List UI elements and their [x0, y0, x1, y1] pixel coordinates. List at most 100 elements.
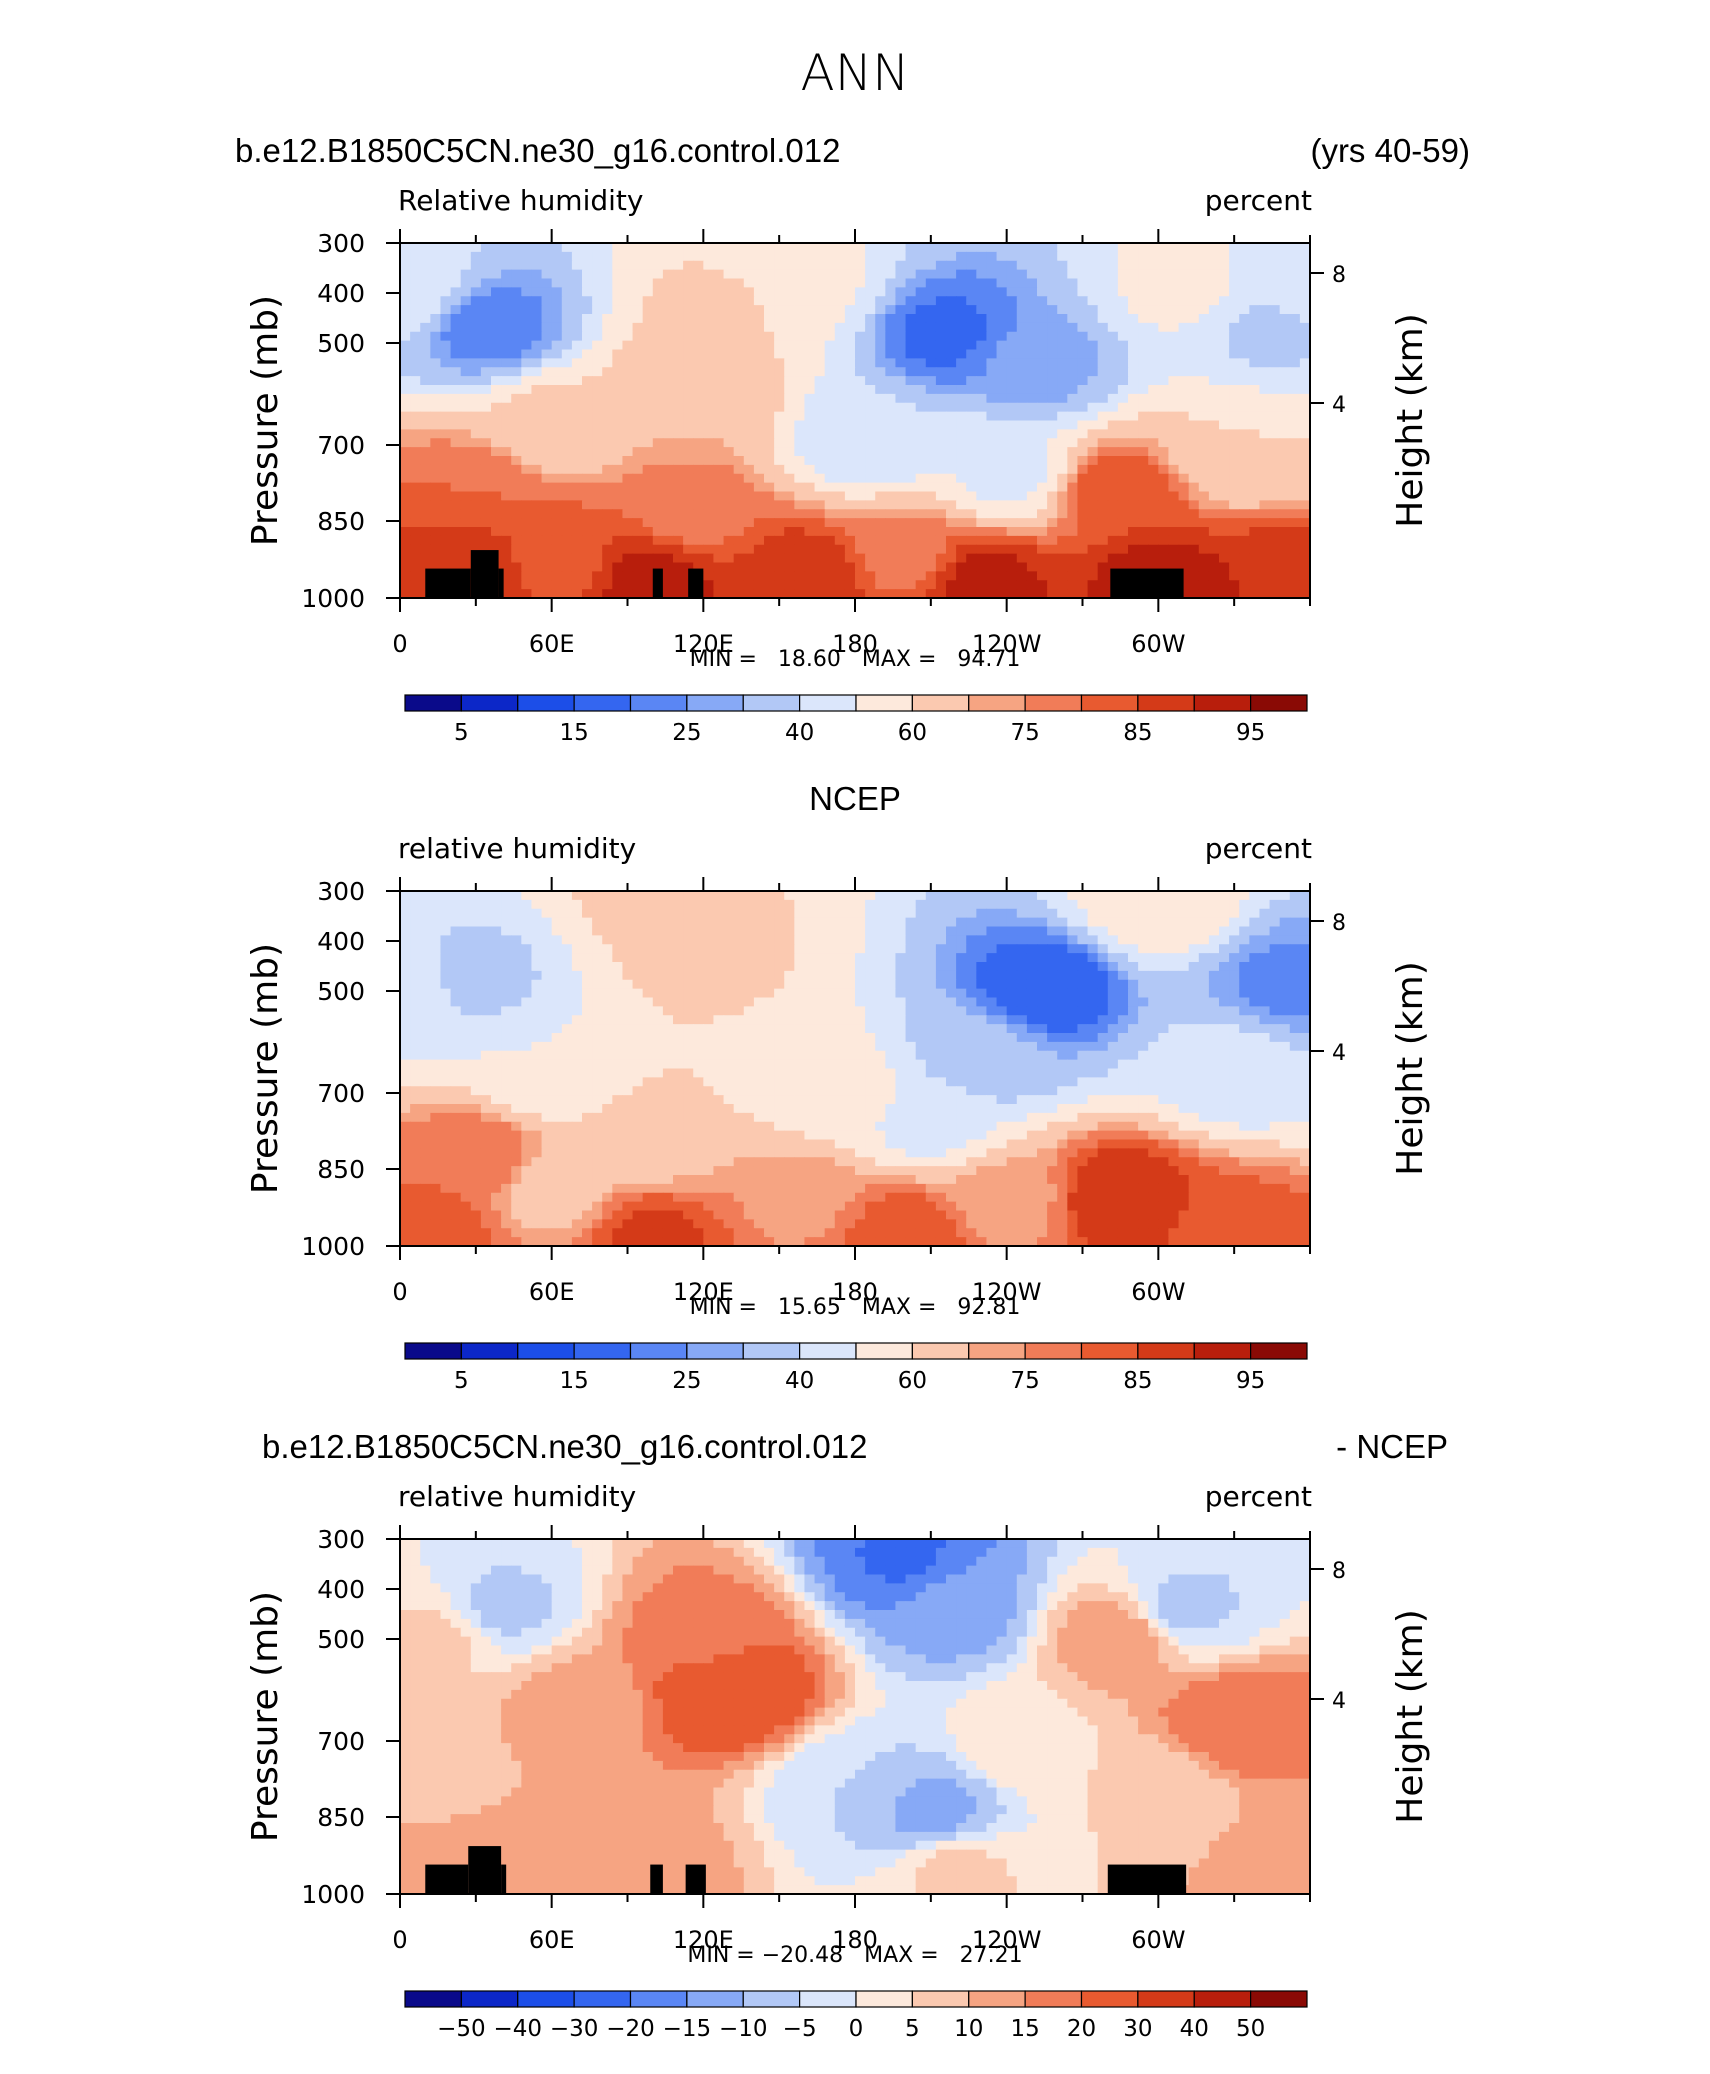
- panel-model: Relative humidity percent3004005007008501…: [245, 184, 1431, 746]
- colorbar-label: 20: [1067, 2016, 1096, 2042]
- colorbar-swatch: [1193, 694, 1252, 712]
- colorbar-label: 15: [1010, 2016, 1039, 2042]
- x-tick-label: 0: [392, 1278, 407, 1306]
- y-axis-title-right: Height (km): [1390, 313, 1431, 527]
- field-label: Relative humidity: [398, 184, 643, 217]
- height-tick-label: 4: [1332, 393, 1346, 418]
- contour-field-obs: [400, 891, 1310, 1246]
- colorbar-swatch: [1080, 1342, 1139, 1360]
- colorbar-swatch: [855, 694, 913, 712]
- colorbar-swatch: [1250, 694, 1308, 712]
- colorbar-swatch: [911, 694, 970, 712]
- topography-mask: [470, 550, 499, 598]
- colorbar-label: 40: [785, 1368, 814, 1394]
- colorbar-label: 25: [672, 1368, 701, 1394]
- colorbar-swatch: [855, 1990, 913, 2008]
- colorbar-swatch: [799, 1342, 857, 1360]
- y-axis-title-right: Height (km): [1390, 961, 1431, 1175]
- colorbar-label: 15: [559, 720, 588, 746]
- colorbar-label: 50: [1236, 2016, 1265, 2042]
- x-tick-label: 180: [832, 1278, 878, 1306]
- colorbar-swatch: [799, 1990, 857, 2008]
- min-max-stats: MIN = 18.60 MAX = 94.71: [690, 647, 1021, 672]
- colorbar-swatch: [573, 694, 632, 712]
- colorbar-label: 5: [454, 720, 469, 746]
- colorbar-swatch: [1137, 1342, 1195, 1360]
- y-tick-label: 300: [317, 877, 365, 906]
- colorbar-swatch: [968, 1342, 1026, 1360]
- colorbar-swatch: [1024, 1990, 1083, 2008]
- colorbar-label: 25: [672, 720, 701, 746]
- colorbar-label: 0: [849, 2016, 864, 2042]
- y-axis-title: Pressure (mb): [245, 295, 286, 546]
- y-tick-label: 1000: [301, 1880, 365, 1909]
- topography-mask: [688, 568, 704, 598]
- x-tick-label: 120W: [972, 1278, 1042, 1306]
- colorbar-swatch: [968, 694, 1026, 712]
- panel3-header-right: - NCEP: [1336, 1428, 1448, 1465]
- colorbar-label: 85: [1123, 720, 1152, 746]
- x-tick-label: 180: [832, 630, 878, 658]
- x-tick-label: 60W: [1131, 1926, 1185, 1954]
- y-axis-title: Pressure (mb): [245, 943, 286, 1194]
- colorbar-swatch: [517, 694, 575, 712]
- colorbar-label: 30: [1123, 2016, 1152, 2042]
- height-tick-label: 8: [1332, 1559, 1346, 1584]
- colorbar-swatch: [1250, 1990, 1308, 2008]
- y-tick-label: 1000: [301, 1232, 365, 1261]
- y-tick-label: 700: [317, 431, 365, 460]
- x-tick-label: 180: [832, 1926, 878, 1954]
- x-tick-label: 120E: [673, 1278, 734, 1306]
- colorbar-swatch: [517, 1990, 575, 2008]
- x-tick-label: 60W: [1131, 630, 1185, 658]
- colorbar-swatch: [1137, 694, 1195, 712]
- colorbar-swatch: [1024, 694, 1083, 712]
- panel1-header-left: b.e12.B1850C5CN.ne30_g16.control.012: [235, 132, 840, 169]
- colorbar-label: 95: [1236, 720, 1265, 746]
- field-label: relative humidity: [398, 832, 636, 865]
- colorbar-label: 5: [454, 1368, 469, 1394]
- colorbar-label: −10: [719, 2016, 768, 2042]
- colorbar-swatch: [573, 1990, 632, 2008]
- x-tick-label: 60E: [529, 630, 575, 658]
- colorbar-swatch: [460, 1990, 519, 2008]
- x-tick-label: 60W: [1131, 1278, 1185, 1306]
- colorbar-label: 60: [898, 720, 927, 746]
- colorbar-label: 5: [905, 2016, 920, 2042]
- colorbar-swatch: [968, 1990, 1026, 2008]
- units-label: percent: [1205, 184, 1312, 217]
- y-tick-label: 300: [317, 1525, 365, 1554]
- panel-obs: relative humidity percent3004005007008501…: [245, 832, 1431, 1394]
- y-tick-label: 500: [317, 977, 365, 1006]
- colorbar: 5 15 25 40 60 75 85 95: [404, 694, 1308, 746]
- contour-field-model: [400, 243, 1310, 598]
- height-tick-label: 4: [1332, 1689, 1346, 1714]
- colorbar-label: −20: [606, 2016, 655, 2042]
- y-tick-label: 1000: [301, 584, 365, 613]
- x-tick-label: 120E: [673, 1926, 734, 1954]
- panel-difference: relative humidity percent3004005007008501…: [245, 1480, 1431, 2042]
- colorbar-swatch: [686, 694, 744, 712]
- x-tick-label: 60E: [529, 1926, 575, 1954]
- colorbar-label: 95: [1236, 1368, 1265, 1394]
- colorbar-swatch: [855, 1342, 913, 1360]
- y-tick-label: 850: [317, 507, 365, 536]
- y-tick-label: 400: [317, 1575, 365, 1604]
- topography-mask: [425, 568, 471, 598]
- units-label: percent: [1205, 832, 1312, 865]
- y-tick-label: 500: [317, 329, 365, 358]
- colorbar-swatch: [1137, 1990, 1195, 2008]
- colorbar-label: −40: [493, 2016, 542, 2042]
- x-tick-label: 60E: [529, 1278, 575, 1306]
- topography-mask: [1107, 1864, 1187, 1894]
- colorbar-label: −50: [437, 2016, 486, 2042]
- panel2-header-center: NCEP: [809, 780, 901, 817]
- y-tick-label: 400: [317, 927, 365, 956]
- height-tick-label: 8: [1332, 911, 1346, 936]
- colorbar-swatch: [742, 1990, 801, 2008]
- topography-mask: [652, 568, 663, 598]
- y-tick-label: 700: [317, 1079, 365, 1108]
- colorbar-label: 15: [559, 1368, 588, 1394]
- colorbar-swatch: [911, 1342, 970, 1360]
